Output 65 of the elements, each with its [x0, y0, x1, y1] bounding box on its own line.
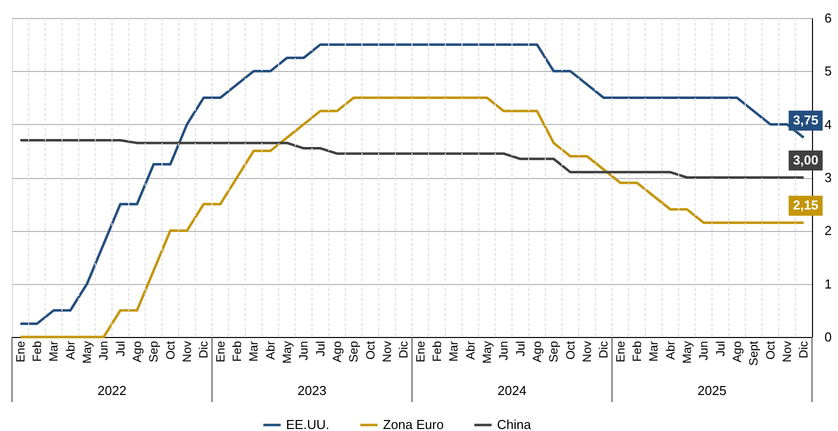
x-tick-label: Ene	[213, 340, 228, 362]
x-tick-label: Abr	[63, 341, 78, 360]
text: 2024	[498, 383, 526, 398]
x-tick-label: Oct	[563, 340, 578, 360]
x-tick-label: Feb	[30, 340, 44, 362]
x-tick-label: Jun	[696, 341, 711, 360]
text: 2023	[298, 383, 326, 398]
y-tick-label: 3	[824, 170, 832, 185]
y-tick-label: 5	[824, 64, 832, 79]
x-tick-label: Sep	[546, 340, 561, 362]
x-tick-label: Dic	[796, 341, 811, 358]
x-tick-label: Ago	[530, 340, 544, 362]
x-tick-label: Jun	[296, 341, 311, 360]
text: 2022	[98, 383, 126, 398]
x-tick-label: Mar	[46, 341, 61, 362]
x-tick-label: Ene	[613, 340, 628, 362]
x-tick-label: Ene	[13, 340, 28, 362]
x-tick-label: May	[480, 341, 494, 364]
x-tick-label: Jul	[713, 341, 728, 356]
x-tick-label: Mar	[246, 341, 261, 362]
y-tick-label: 4	[824, 116, 832, 132]
y-tick-label: 2	[824, 223, 832, 238]
y-tick-label: 0	[824, 330, 832, 344]
x-tick-label: Jul	[513, 341, 528, 356]
x-tick-label: Jul	[313, 341, 328, 356]
x-tick-label: Sept	[746, 340, 761, 366]
x-tick-label: Mar	[646, 341, 661, 362]
x-tick-label: May	[680, 341, 694, 364]
y-tick-label: 1	[824, 276, 832, 292]
data-label: 3,75	[793, 112, 818, 128]
x-tick-label: Sep	[346, 340, 361, 362]
data-label: 2,15	[793, 198, 818, 213]
x-tick-label: Ago	[130, 340, 144, 362]
legend-label: China	[497, 417, 532, 431]
x-tick-label: Oct	[763, 340, 778, 360]
x-tick-label: Nov	[780, 341, 794, 362]
x-tick-label: Feb	[230, 340, 244, 362]
x-tick-label: Dic	[596, 341, 611, 358]
data-label: 3,00	[793, 152, 818, 168]
legend-label: Zona Euro	[383, 417, 444, 431]
x-tick-label: Feb	[630, 340, 644, 362]
x-tick-label: Abr	[463, 341, 478, 360]
x-tick-label: Dic	[196, 341, 211, 358]
x-tick-label: Feb	[430, 340, 444, 362]
y-tick-label: 6	[824, 10, 832, 26]
x-tick-label: Ene	[413, 340, 428, 362]
x-tick-label: Nov	[580, 341, 594, 362]
text: 2025	[698, 383, 726, 398]
x-tick-label: Oct	[363, 340, 378, 360]
x-tick-label: Mar	[446, 341, 461, 362]
x-tick-label: Ago	[730, 340, 744, 362]
x-tick-label: Nov	[180, 341, 194, 362]
x-tick-label: Jun	[496, 341, 511, 360]
x-tick-label: May	[280, 341, 294, 364]
legend-label: EE.UU.	[286, 417, 330, 431]
x-tick-label: Jul	[113, 341, 128, 356]
x-tick-label: Sep	[146, 340, 161, 362]
x-tick-label: Abr	[263, 341, 278, 360]
x-tick-label: May	[80, 341, 94, 364]
x-tick-label: Nov	[380, 341, 394, 362]
x-tick-label: Ago	[330, 340, 344, 362]
x-tick-label: Abr	[663, 341, 678, 360]
x-tick-label: Oct	[163, 340, 178, 360]
x-tick-label: Jun	[96, 341, 111, 360]
x-tick-label: Dic	[396, 341, 411, 358]
